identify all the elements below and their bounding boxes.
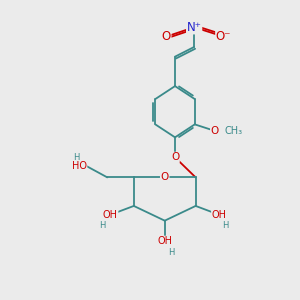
Text: O: O [162,30,171,43]
Text: H: H [223,221,229,230]
Text: O: O [211,126,219,136]
Text: OH: OH [103,210,118,220]
Text: CH₃: CH₃ [225,126,243,136]
Text: H: H [99,221,105,230]
Text: OH: OH [212,210,227,220]
Text: O: O [171,152,179,162]
Text: O⁻: O⁻ [216,30,231,43]
Text: H: H [73,153,80,162]
Text: N⁺: N⁺ [187,21,202,34]
Text: OH: OH [157,236,172,246]
Text: H: H [168,248,174,257]
Text: HO: HO [72,161,87,171]
Text: O: O [160,172,169,182]
